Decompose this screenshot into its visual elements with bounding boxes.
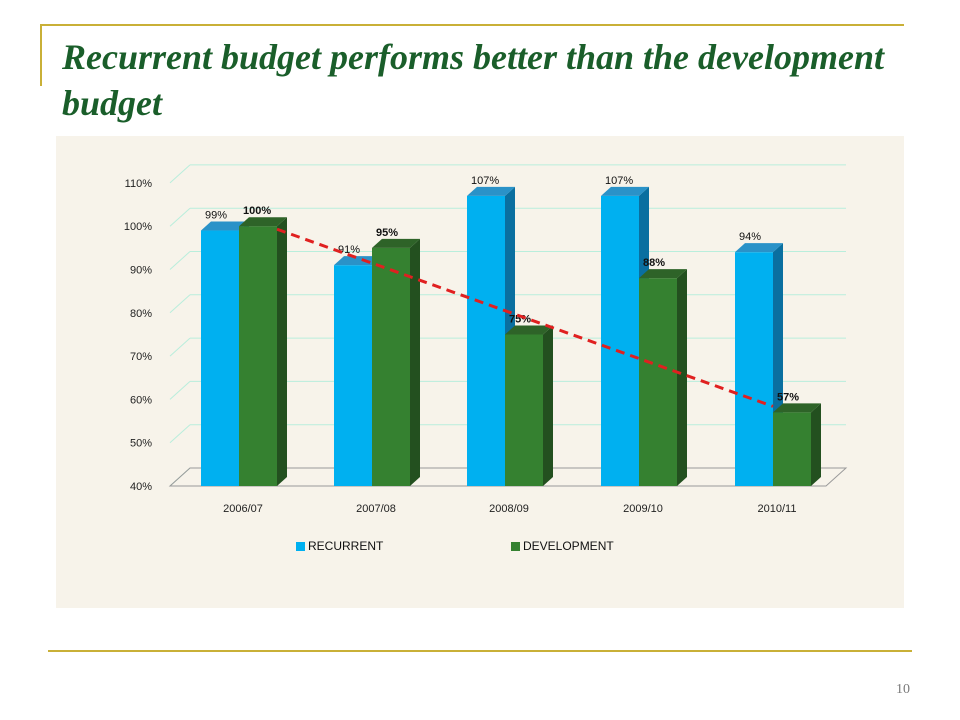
development-data-label: 88% — [643, 257, 665, 269]
development-bar-front — [372, 247, 410, 486]
development-data-label: 57% — [777, 391, 799, 403]
development-bar-top — [239, 217, 287, 227]
recurrent-bar-top — [735, 243, 783, 253]
trend-line — [276, 227, 774, 408]
recurrent-data-label: 107% — [605, 175, 633, 187]
y-tick-label: 60% — [130, 394, 152, 406]
budget-performance-chart: 40% 50% 60% 70% 80% 90% 100% 110% 99% 100% 2006/07… — [124, 164, 848, 553]
recurrent-bar-front — [201, 230, 239, 486]
gridline-depth — [169, 294, 191, 314]
gridline-depth — [169, 424, 191, 444]
recurrent-data-label: 107% — [471, 175, 499, 187]
development-bar-front — [505, 334, 543, 486]
legend-recurrent-label: RECURRENT — [308, 539, 384, 553]
title-top-rule — [40, 24, 904, 26]
development-bar-top — [639, 269, 687, 279]
y-tick-label: 70% — [130, 351, 152, 363]
recurrent-data-label: 99% — [205, 210, 227, 222]
development-data-label: 100% — [243, 205, 271, 217]
recurrent-bar-front — [334, 265, 372, 486]
gridline-depth — [169, 251, 191, 270]
development-bar-top — [773, 403, 821, 413]
y-tick-label: 90% — [130, 265, 152, 277]
y-tick-label: 100% — [124, 221, 152, 233]
development-bar-top — [372, 238, 420, 248]
recurrent-bar-front — [735, 252, 773, 486]
development-bar-front — [639, 278, 677, 486]
development-bar-side — [410, 238, 420, 486]
development-bar-side — [277, 217, 287, 486]
recurrent-bar-top — [601, 186, 649, 196]
legend-development-label: DEVELOPMENT — [523, 539, 614, 553]
x-tick-label: 2007/08 — [356, 503, 396, 515]
legend-recurrent-swatch — [296, 542, 305, 551]
recurrent-bar-front — [601, 195, 639, 486]
gridline-depth — [169, 337, 191, 357]
development-bar-front — [239, 226, 277, 486]
gridline-depth — [169, 207, 191, 227]
legend-development-swatch — [511, 542, 520, 551]
development-bar-side — [677, 269, 687, 486]
recurrent-bar-top — [201, 221, 249, 231]
recurrent-data-label: 94% — [739, 231, 761, 243]
development-bar-side — [811, 403, 821, 486]
y-tick-label: 80% — [130, 308, 152, 320]
chart-panel: 40% 50% 60% 70% 80% 90% 100% 110% 99% 100% 2006/07… — [56, 136, 904, 608]
footer-rule — [48, 650, 912, 652]
y-tick-label: 40% — [130, 481, 152, 493]
development-bar-side — [543, 325, 553, 486]
recurrent-bar-front — [467, 195, 505, 486]
recurrent-data-label: 91% — [338, 244, 360, 256]
y-tick-label: 50% — [130, 438, 152, 450]
x-tick-label: 2009/10 — [623, 503, 663, 515]
slide-number: 10 — [896, 682, 910, 697]
x-tick-label: 2006/07 — [223, 503, 263, 515]
development-bar-front — [773, 412, 811, 486]
development-data-label: 95% — [376, 227, 398, 239]
gridline-depth — [169, 381, 191, 400]
slide-title: Recurrent budget performs better than th… — [62, 37, 884, 123]
gridline-depth — [169, 164, 191, 184]
recurrent-bar-top — [467, 186, 515, 196]
x-tick-label: 2010/11 — [758, 503, 797, 515]
x-tick-label: 2008/09 — [489, 503, 529, 515]
development-bar-top — [505, 325, 553, 335]
y-tick-label: 110% — [125, 178, 153, 190]
title-side-rule — [40, 24, 42, 86]
